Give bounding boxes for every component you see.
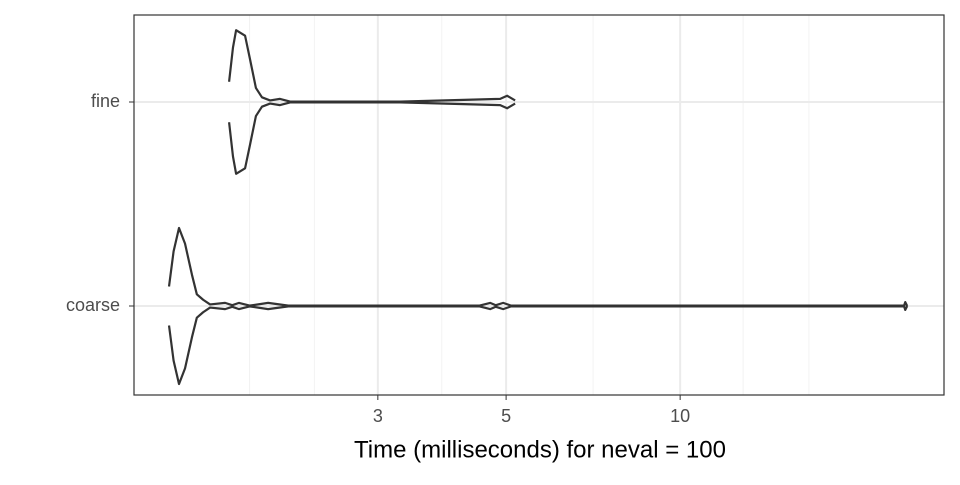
panel — [134, 15, 944, 395]
x-axis-label: Time (milliseconds) for neval = 100 — [354, 436, 726, 463]
violin-outline — [167, 305, 909, 386]
panel-border — [133, 14, 945, 396]
x-tick-label: 5 — [501, 406, 511, 426]
violin-outline — [227, 101, 516, 175]
x-tick-label: 3 — [373, 406, 383, 426]
x-tick-label: 10 — [670, 406, 690, 426]
y-tick-label: fine — [91, 91, 120, 111]
y-tick-label: coarse — [66, 295, 120, 315]
violin-outline — [167, 226, 909, 307]
violin-outline — [227, 29, 516, 103]
